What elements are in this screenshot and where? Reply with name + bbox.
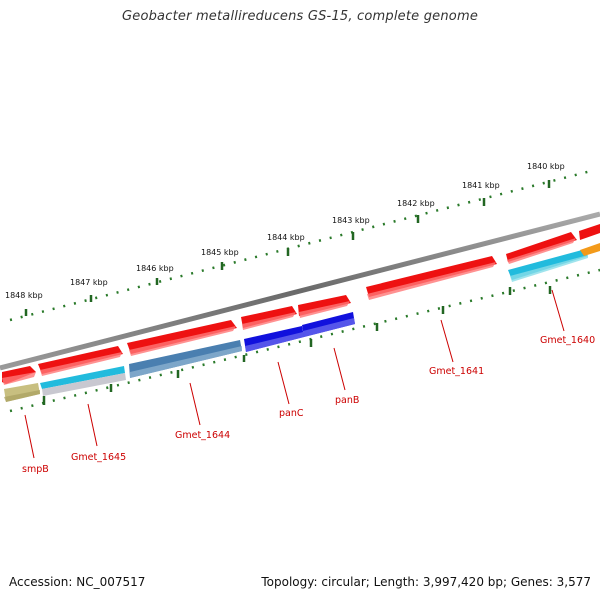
topology-text: Topology: circular; Length: 3,997,420 bp… [261, 575, 591, 589]
forward-gene [299, 301, 350, 318]
forward-gene [506, 232, 577, 262]
reverse-gene-1644 [130, 346, 242, 378]
ruler-label: 1844 kbp [267, 233, 305, 242]
forward-gene [2, 372, 36, 385]
genome-backbone [0, 211, 600, 371]
gene-label: Gmet_1641 [429, 366, 484, 377]
leader-lines [24, 289, 565, 459]
forward-gene [129, 326, 236, 356]
reverse-gene-orange [580, 243, 600, 256]
forward-gene [579, 224, 600, 240]
gene-label: Gmet_1645 [71, 452, 126, 463]
leader-line [440, 319, 454, 363]
gene-label: Gmet_1640 [540, 335, 595, 346]
forward-gene [40, 352, 122, 376]
leader-line [551, 289, 565, 332]
map-title: Geobacter metallireducens GS-15, complet… [121, 9, 479, 24]
reverse-gene-smpB [4, 390, 40, 402]
outer-ruler [9, 168, 596, 322]
reverse-gene-1640 [510, 255, 588, 282]
reverse-genes [4, 243, 600, 402]
reverse-gene-panC [245, 332, 304, 352]
leader-line [189, 382, 201, 426]
gene-label: smpB [22, 464, 49, 475]
forward-gene [367, 262, 496, 300]
ruler-label: 1847 kbp [70, 278, 108, 287]
forward-genes [2, 224, 600, 385]
reverse-gene-1645 [40, 366, 125, 389]
reverse-gene-1645 [42, 373, 126, 396]
ruler-label: 1848 kbp [5, 291, 43, 300]
ruler-label: 1843 kbp [332, 216, 370, 225]
leader-line [87, 403, 98, 447]
reverse-gene-panB [303, 318, 355, 337]
forward-gene [507, 238, 576, 264]
ruler-label: 1840 kbp [527, 162, 565, 171]
ruler-labels: 1848 kbp 1847 kbp 1846 kbp 1845 kbp 1844… [5, 162, 565, 300]
accession-text: Accession: NC_007517 [9, 575, 146, 589]
ruler-label: 1842 kbp [397, 199, 435, 208]
forward-gene [242, 312, 296, 330]
ruler-label: 1846 kbp [136, 264, 174, 273]
leader-line [277, 361, 290, 405]
leader-line [333, 347, 346, 391]
gene-label: Gmet_1644 [175, 430, 230, 441]
inner-major-ticks [42, 286, 552, 405]
ruler-label: 1841 kbp [462, 181, 500, 190]
ruler-label: 1845 kbp [201, 248, 239, 257]
gene-label: panB [335, 395, 359, 406]
outer-major-ticks [24, 180, 551, 316]
gene-labels: smpB Gmet_1645 Gmet_1644 panC panB Gmet_… [22, 335, 595, 475]
leader-line [24, 414, 35, 459]
gene-label: panC [279, 408, 304, 419]
